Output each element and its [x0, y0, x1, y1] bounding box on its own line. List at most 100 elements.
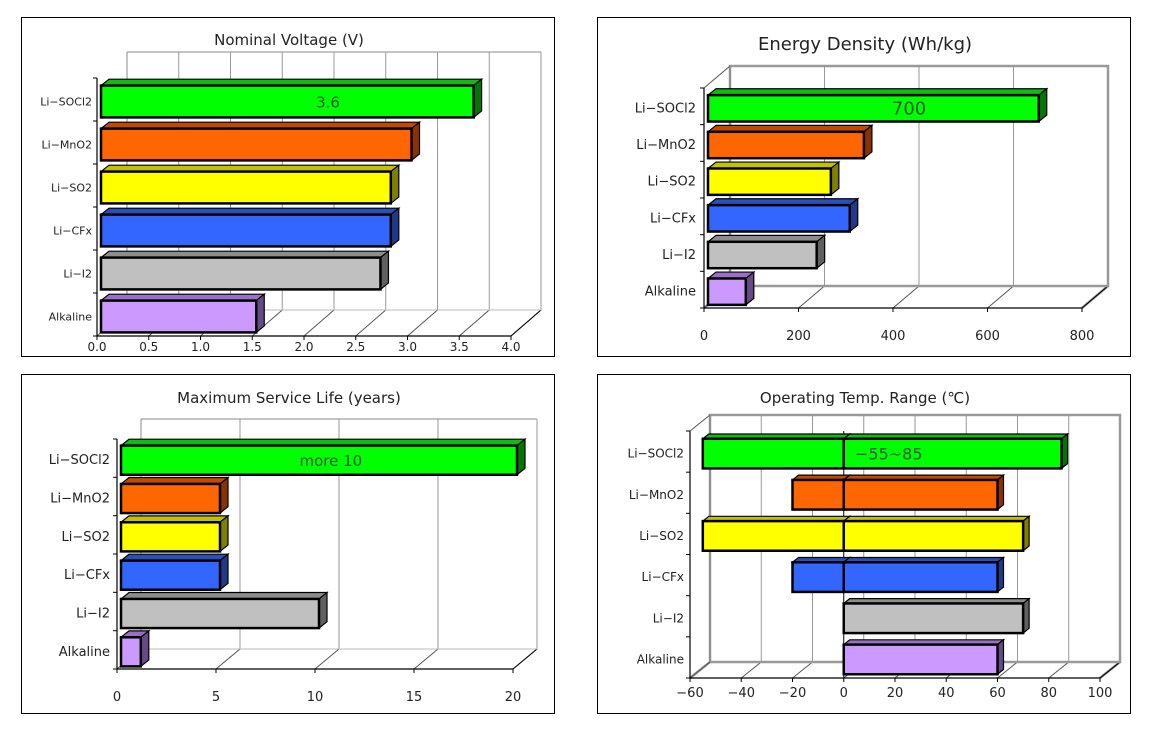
category-label: Li−SOCl2	[40, 96, 92, 109]
x-tick-label: 0.0	[87, 340, 106, 354]
x-tick-label: 60	[989, 686, 1006, 701]
bar-li-socl2	[706, 93, 1040, 123]
category-label: Li−SOCl2	[635, 101, 696, 116]
x-tick-label: 1.0	[191, 340, 210, 354]
x-tick-label: 10	[307, 690, 324, 705]
x-tick-label: 2.0	[294, 340, 313, 354]
chart-title: Energy Density (Wh/kg)	[758, 34, 972, 55]
gridline-floor	[303, 309, 335, 337]
x-tick-label: 20	[505, 690, 522, 705]
chart-nominal-voltage: Nominal Voltage (V) 0.0 0.5 1.0 1.5 2.0 2.5 3.…	[40, 31, 542, 354]
bar-li-cfx	[99, 213, 393, 248]
category-label: Alkaline	[49, 311, 93, 324]
bar-li-cfx	[791, 561, 845, 594]
category-label: Li−I2	[653, 611, 684, 625]
category-label: Li−CFx	[642, 570, 684, 584]
bar-li-mno2	[842, 478, 999, 511]
bar-li-so2	[706, 167, 833, 197]
bar-li-so2	[99, 170, 393, 205]
gridline-floor	[355, 309, 387, 337]
category-label: Li−SO2	[61, 530, 110, 545]
x-tick-label: 5	[212, 690, 220, 705]
x-tick-label: 40	[938, 686, 955, 701]
bar-alkaline	[842, 643, 999, 676]
x-tick-label: 200	[786, 329, 811, 344]
chart-service-life: Maximum Service Life (years) 0 5 10 15 20 Li−…	[49, 389, 538, 705]
bar-li-cfx	[706, 203, 851, 233]
x-tick-label: −40	[728, 686, 755, 701]
bar-li-socl2	[842, 437, 1063, 470]
frame-edge	[689, 414, 711, 432]
x-tick-label: 400	[881, 329, 906, 344]
category-label: Li−MnO2	[50, 492, 110, 507]
gridline-floor	[987, 285, 1014, 309]
bar-li-so2	[119, 521, 222, 553]
x-tick-label: 0	[700, 329, 708, 344]
chart-temp-range: Operating Temp. Range (℃) −60 −40 −20 0 20 40…	[628, 389, 1122, 701]
floor-edge	[510, 309, 542, 337]
bar-li-i2	[99, 256, 382, 291]
value-annotation: −55~85	[855, 445, 923, 464]
x-tick-label: 3.0	[398, 340, 417, 354]
x-tick-label: 0.5	[139, 340, 158, 354]
category-label: Li−SOCl2	[628, 447, 684, 461]
category-label: Li−SO2	[647, 175, 696, 190]
category-label: Li−MnO2	[636, 138, 696, 153]
bar-li-socl2	[701, 437, 845, 470]
bar-li-i2	[842, 602, 1025, 635]
bar-li-so2	[842, 519, 1025, 552]
category-label: Alkaline	[645, 285, 696, 300]
chart-panel-service-life: Maximum Service Life (years) 0 5 10 15 20 Li−…	[21, 374, 555, 714]
category-label: Li−I2	[63, 268, 92, 281]
bar-li-so2	[701, 519, 845, 552]
frame-edge	[703, 65, 731, 89]
gridline-floor	[792, 661, 813, 679]
gridline-floor	[997, 661, 1018, 679]
category-label: Li−I2	[662, 248, 696, 263]
x-tick-label: 1.5	[243, 340, 262, 354]
value-annotation: more 10	[299, 452, 362, 470]
gridline-floor	[798, 285, 825, 309]
category-label: Alkaline	[637, 652, 684, 666]
category-label: Li−SO2	[51, 182, 92, 195]
gridline-floor	[413, 648, 439, 670]
category-label: Li−MnO2	[629, 488, 684, 502]
chart-title: Maximum Service Life (years)	[177, 389, 401, 407]
gridline-floor	[1048, 661, 1070, 679]
floor-edge	[512, 648, 538, 670]
category-label: Li−SOCl2	[49, 453, 110, 468]
chart-panel-nominal-voltage: Nominal Voltage (V) 0.0 0.5 1.0 1.5 2.0 2.5 3.…	[21, 17, 555, 357]
gridline-floor	[458, 309, 490, 337]
chart-panel-temp-range: Operating Temp. Range (℃) −60 −40 −20 0 20 40…	[597, 374, 1131, 714]
bar-li-mno2	[706, 130, 866, 160]
chart-panel-energy-density: Energy Density (Wh/kg) 0 200 400 600 800 Li−S…	[597, 17, 1131, 357]
x-tick-label: 3.5	[450, 340, 469, 354]
bar-li-mno2	[119, 482, 222, 515]
x-tick-label: 4.0	[501, 340, 520, 354]
chart-title: Nominal Voltage (V)	[214, 31, 364, 49]
gridline-floor	[407, 309, 438, 337]
chart-title: Operating Temp. Range (℃)	[760, 389, 970, 407]
bar-li-i2	[119, 597, 321, 630]
x-tick-label: 20	[887, 686, 904, 701]
value-annotation: 700	[892, 98, 926, 119]
x-tick-label: 2.5	[346, 340, 365, 354]
category-label: Li−CFx	[64, 568, 110, 583]
bar-li-i2	[706, 240, 818, 270]
chart-energy-density: Energy Density (Wh/kg) 0 200 400 600 800 Li−S…	[635, 34, 1110, 344]
x-tick-label: −60	[676, 686, 703, 701]
bar-alkaline	[99, 299, 258, 334]
category-label: Li−CFx	[650, 211, 696, 226]
value-annotation: 3.6	[316, 94, 340, 112]
gridline-floor	[314, 648, 340, 670]
x-tick-label: 0	[113, 690, 121, 705]
bar-alkaline	[119, 636, 143, 668]
floor-edge	[1081, 285, 1109, 309]
x-tick-label: 0	[840, 686, 848, 701]
x-tick-label: 100	[1088, 686, 1113, 701]
bar-li-socl2	[99, 84, 475, 119]
bar-li-socl2	[119, 444, 519, 476]
x-tick-label: −20	[779, 686, 806, 701]
x-tick-label: 15	[406, 690, 423, 705]
category-label: Alkaline	[59, 645, 110, 660]
